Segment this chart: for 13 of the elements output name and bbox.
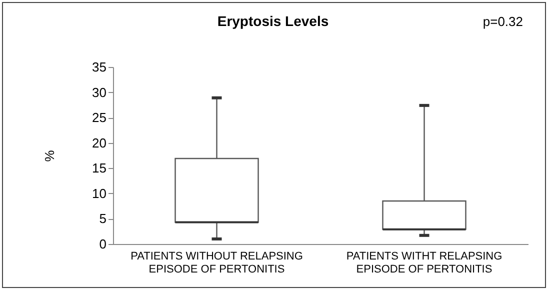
x-tick-label: PATIENTS WITHT RELAPSING EPISODE OF PERTONITIS [346, 250, 502, 276]
text: p=0.32 [482, 14, 523, 29]
chart-title: Eryptosis Levels [217, 13, 329, 29]
y-tick-label: 0 [99, 236, 106, 252]
x-tick-label: PATIENTS WITHOUT RELAPSING EPISODE OF PERTONITIS [130, 250, 303, 276]
y-tick-label: 20 [92, 135, 106, 150]
y-tick-label: 5 [99, 211, 106, 226]
y-tick-label: 15 [92, 160, 106, 176]
y-tick-label: 10 [92, 186, 106, 201]
y-tick-label: 35 [92, 60, 106, 74]
y-tick-label: 25 [92, 110, 106, 126]
y-tick-label: 30 [92, 84, 106, 100]
y-axis-title: % [42, 150, 58, 162]
